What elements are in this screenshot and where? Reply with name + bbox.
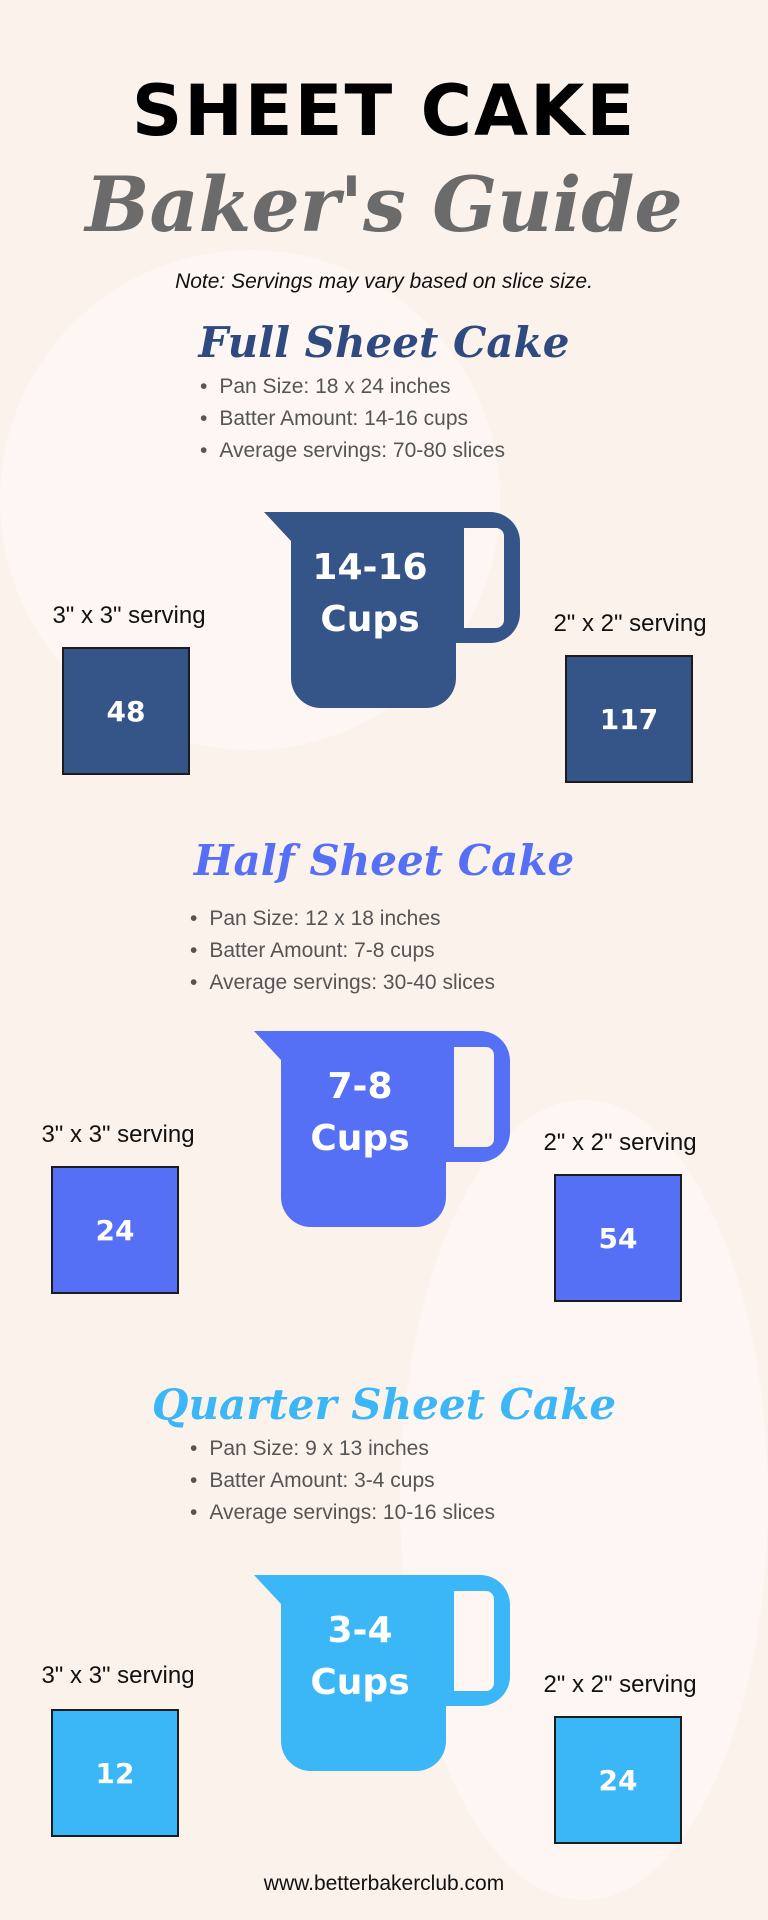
batter-unit: Cups	[310, 1118, 410, 1159]
spec-item: Batter Amount: 3-4 cups	[190, 1465, 495, 1497]
spec-item: Batter Amount: 14-16 cups	[200, 403, 505, 435]
note: Note: Servings may vary based on slice s…	[175, 270, 593, 293]
section-title: Quarter Sheet Cake	[151, 1380, 617, 1429]
servings-3x3-box: 48	[62, 647, 190, 775]
spec-item: Pan Size: 12 x 18 inches	[190, 903, 495, 935]
section-title: Half Sheet Cake	[193, 836, 575, 885]
batter-cups: 7-8 Cups	[254, 1061, 466, 1165]
spec-item: Average servings: 30-40 slices	[190, 967, 495, 999]
batter-amount: 3-4	[327, 1610, 393, 1651]
servings-2x2-box: 117	[565, 655, 693, 783]
serving-label-3x3: 3" x 3" serving	[52, 602, 206, 629]
spec-item: Pan Size: 18 x 24 inches	[200, 371, 505, 403]
serving-label-2x2: 2" x 2" serving	[553, 610, 707, 637]
batter-unit: Cups	[310, 1662, 410, 1703]
servings-2x2-box: 54	[554, 1174, 682, 1302]
page-subtitle: Baker's Guide	[85, 160, 683, 249]
pitcher-icon	[254, 1031, 510, 1227]
serving-label-3x3: 3" x 3" serving	[41, 1662, 195, 1689]
servings-3x3-box: 24	[51, 1166, 179, 1294]
servings-2x2-box: 24	[554, 1716, 682, 1844]
serving-label-3x3: 3" x 3" serving	[41, 1121, 195, 1148]
spec-list: Pan Size: 12 x 18 inches Batter Amount: …	[190, 903, 495, 999]
pitcher-icon	[264, 512, 520, 708]
spec-item: Average servings: 70-80 slices	[200, 435, 505, 467]
spec-list: Pan Size: 18 x 24 inches Batter Amount: …	[200, 371, 505, 467]
page-title: SHEET CAKE	[131, 70, 637, 152]
batter-unit: Cups	[320, 599, 420, 640]
batter-amount: 14-16	[312, 547, 428, 588]
spec-item: Batter Amount: 7-8 cups	[190, 935, 495, 967]
footer-url: www.betterbakerclub.com	[263, 1872, 505, 1895]
batter-cups: 14-16 Cups	[264, 542, 476, 646]
serving-label-2x2: 2" x 2" serving	[543, 1129, 697, 1156]
batter-amount: 7-8	[327, 1066, 393, 1107]
pitcher-icon	[254, 1575, 510, 1771]
measuring-pitcher: 7-8 Cups	[254, 1031, 510, 1227]
servings-3x3-box: 12	[51, 1709, 179, 1837]
measuring-pitcher: 3-4 Cups	[254, 1575, 510, 1771]
spec-item: Average servings: 10-16 slices	[190, 1497, 495, 1529]
batter-cups: 3-4 Cups	[254, 1605, 466, 1709]
measuring-pitcher: 14-16 Cups	[264, 512, 520, 708]
section-title: Full Sheet Cake	[198, 318, 570, 367]
spec-list: Pan Size: 9 x 13 inches Batter Amount: 3…	[190, 1433, 495, 1529]
spec-item: Pan Size: 9 x 13 inches	[190, 1433, 495, 1465]
serving-label-2x2: 2" x 2" serving	[543, 1671, 697, 1698]
